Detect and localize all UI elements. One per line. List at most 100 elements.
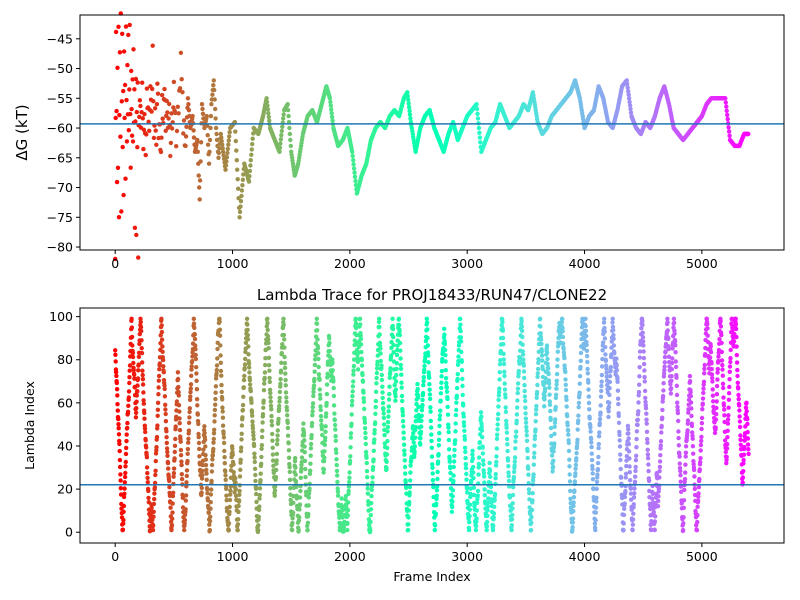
- bottom-data-point: [214, 371, 219, 376]
- bottom-data-point: [171, 466, 177, 471]
- bottom-data-point: [310, 401, 316, 406]
- bottom-chart-title: Lambda Trace for PROJ18433/RUN47/CLONE22: [257, 286, 607, 304]
- bottom-data-point: [480, 445, 485, 450]
- bottom-data-point: [139, 346, 144, 351]
- bottom-data-point: [540, 366, 545, 372]
- bottom-data-point: [324, 391, 330, 397]
- top-data-point: [179, 77, 184, 82]
- top-data-point: [136, 255, 141, 260]
- bottom-data-point: [591, 486, 596, 492]
- bottom-data-point: [637, 365, 642, 370]
- bottom-data-point: [626, 436, 631, 441]
- bottom-data-point: [212, 427, 217, 432]
- bottom-data-point: [151, 523, 156, 528]
- bottom-data-point: [709, 366, 714, 372]
- top-data-point: [250, 136, 255, 141]
- top-data-point: [628, 110, 634, 115]
- bottom-data-point: [696, 491, 701, 496]
- bottom-data-point: [466, 527, 472, 533]
- bottom-data-point: [334, 457, 339, 462]
- bottom-data-point: [187, 415, 192, 420]
- bottom-data-point: [631, 495, 637, 500]
- bottom-data-point: [253, 472, 258, 478]
- bottom-data-point: [607, 392, 612, 398]
- bottom-data-point: [473, 523, 479, 529]
- bottom-data-point: [311, 389, 316, 395]
- bottom-data-point: [125, 425, 130, 431]
- bottom-data-point: [391, 334, 396, 340]
- bottom-data-point: [248, 388, 253, 394]
- top-data-point: [247, 168, 253, 174]
- bottom-data-point: [699, 421, 705, 426]
- top-data-point: [240, 177, 246, 182]
- bottom-data-point: [669, 367, 674, 372]
- bottom-data-point: [231, 462, 236, 467]
- bottom-data-point: [611, 336, 616, 341]
- bottom-data-point: [746, 451, 751, 457]
- bottom-data-point: [472, 512, 478, 518]
- bottom-data-point: [166, 466, 171, 471]
- bottom-data-point: [394, 372, 399, 378]
- bottom-data-point: [574, 451, 579, 456]
- top-data-point: [168, 153, 173, 159]
- bottom-data-point: [236, 503, 241, 509]
- top-data-point: [166, 116, 171, 121]
- top-data-point: [329, 111, 334, 116]
- top-data-point: [195, 137, 200, 143]
- bottom-data-point: [623, 471, 629, 476]
- top-data-point: [162, 86, 167, 92]
- bottom-data-point: [573, 471, 578, 476]
- bottom-data-point: [494, 446, 499, 451]
- bottom-data-point: [414, 408, 419, 413]
- bottom-data-point: [671, 316, 677, 321]
- bottom-data-point: [583, 328, 589, 333]
- bottom-data-point: [129, 334, 135, 340]
- top-data-point: [478, 140, 483, 145]
- bottom-data-point: [288, 497, 293, 503]
- bottom-data-point: [456, 354, 461, 359]
- bottom-data-point: [333, 438, 338, 443]
- top-data-point: [407, 112, 413, 117]
- bottom-data-point: [289, 527, 295, 533]
- bottom-data-point: [644, 421, 649, 426]
- bottom-data-point: [515, 390, 520, 396]
- bottom-data-point: [157, 361, 162, 366]
- bottom-data-point: [191, 321, 197, 326]
- bottom-data-point: [491, 515, 496, 520]
- bottom-data-point: [215, 356, 220, 361]
- bottom-data-point: [361, 399, 367, 404]
- bottom-data-point: [439, 368, 445, 374]
- bottom-data-point: [293, 465, 298, 470]
- top-data-point: [236, 186, 241, 191]
- bottom-data-point: [614, 367, 620, 373]
- bottom-data-point: [351, 379, 356, 384]
- bottom-data-point: [197, 446, 202, 452]
- top-data-point: [117, 112, 122, 118]
- bottom-data-point: [552, 441, 557, 446]
- bottom-data-point: [724, 446, 730, 451]
- bottom-data-point: [118, 472, 123, 477]
- bottom-data-point: [402, 448, 407, 453]
- bottom-data-point: [294, 484, 299, 490]
- bottom-data-point: [484, 527, 489, 533]
- bottom-data-point: [156, 385, 161, 390]
- top-data-point: [177, 86, 183, 91]
- bottom-data-point: [183, 507, 188, 512]
- bottom-data-point: [636, 389, 642, 395]
- bottom-data-point: [720, 362, 725, 368]
- bottom-data-point: [427, 392, 433, 397]
- bottom-data-point: [701, 386, 706, 391]
- bottom-data-point: [463, 455, 468, 461]
- bottom-data-point: [321, 458, 327, 464]
- bottom-data-point: [211, 446, 216, 452]
- bottom-data-point: [554, 386, 559, 391]
- bottom-data-point: [586, 394, 591, 399]
- bottom-data-point: [186, 440, 191, 445]
- bottom-data-point: [686, 410, 691, 415]
- bottom-data-point: [312, 376, 317, 382]
- bottom-data-point: [126, 389, 132, 394]
- bottom-data-point: [250, 413, 255, 418]
- bottom-data-point: [251, 429, 256, 435]
- bottom-data-point: [125, 420, 130, 426]
- top-data-point: [160, 116, 165, 121]
